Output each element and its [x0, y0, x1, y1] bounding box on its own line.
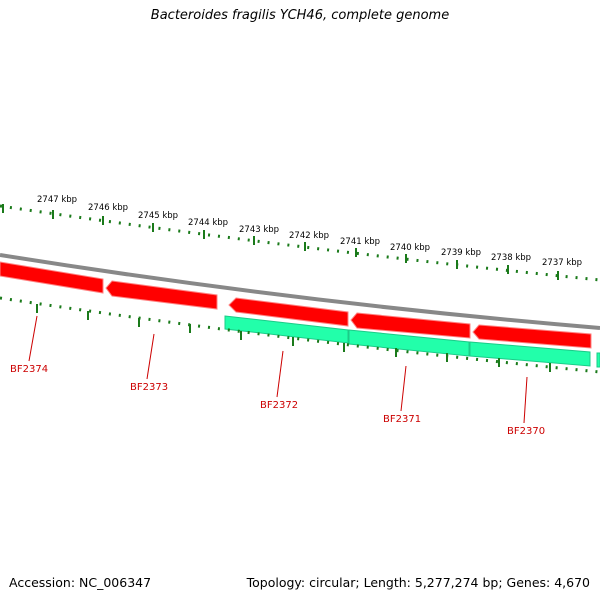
gene-label-bf2374[interactable]: BF2374	[10, 364, 48, 375]
tick-label-2738: 2738 kbp	[491, 253, 531, 263]
gene-bf2372-reverse[interactable]	[224, 315, 349, 344]
accession-text: Accession: NC_006347	[9, 575, 152, 590]
genome-title: Bacteroides fragilis YCH46, complete gen…	[150, 8, 450, 23]
tick-label-2737: 2737 kbp	[542, 258, 582, 268]
tick-label-2740: 2740 kbp	[390, 243, 430, 253]
genome-backbone	[0, 253, 600, 330]
tick-label-2744: 2744 kbp	[188, 218, 228, 228]
forward-strand-genes	[0, 261, 592, 349]
tick-label-2741: 2741 kbp	[340, 237, 380, 247]
gene-bf2370-reverse[interactable]	[469, 341, 591, 367]
gene-label-bf2372[interactable]: BF2372	[260, 400, 298, 411]
tick-label-2739: 2739 kbp	[441, 248, 481, 258]
gene-bf2371-forward[interactable]	[350, 312, 471, 339]
gene-bf2374-forward[interactable]	[0, 261, 104, 294]
gene-bf2370-forward[interactable]	[472, 324, 592, 349]
tick-label-2746: 2746 kbp	[88, 203, 128, 213]
gene-bf2371-reverse[interactable]	[348, 329, 470, 357]
gene-label-bf2373[interactable]: BF2373	[130, 382, 168, 393]
gene-label-bf2371[interactable]: BF2371	[383, 414, 421, 425]
tick-label-2747: 2747 kbp	[37, 195, 77, 205]
gene-next-reverse[interactable]	[596, 352, 600, 368]
gene-bf2373-forward[interactable]	[105, 280, 218, 310]
gene-label-bf2370[interactable]: BF2370	[507, 426, 545, 437]
inner-tick-track	[0, 296, 600, 374]
genome-summary-text: Topology: circular; Length: 5,277,274 bp…	[246, 575, 590, 590]
tick-label-2742: 2742 kbp	[289, 231, 329, 241]
major-ticks	[2, 204, 559, 280]
gene-bf2372-forward[interactable]	[228, 297, 349, 327]
outer-tick-track	[0, 204, 600, 282]
reverse-strand-genes	[224, 315, 600, 368]
gene-label-leaders	[28, 315, 528, 424]
tick-label-2745: 2745 kbp	[138, 211, 178, 221]
tick-label-2743: 2743 kbp	[239, 225, 279, 235]
